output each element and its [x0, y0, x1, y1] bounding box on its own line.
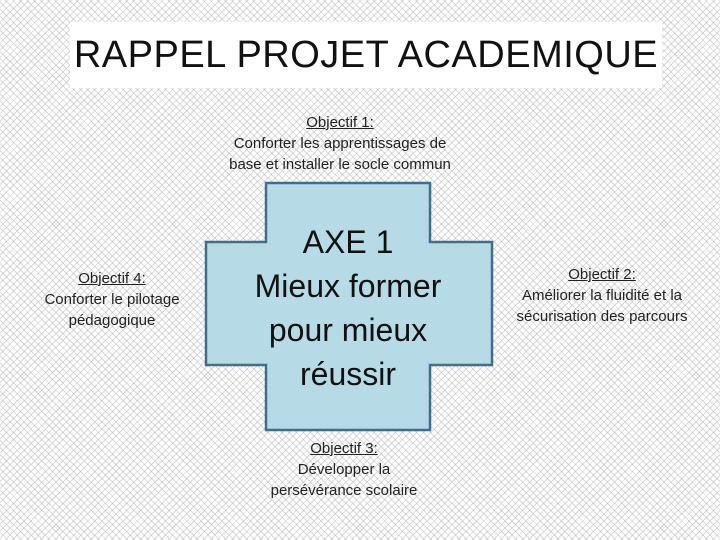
title-box: RAPPEL PROJET ACADEMIQUE	[70, 22, 662, 88]
axis-label: AXE 1 Mieux former pour mieux réussir	[218, 220, 478, 396]
objective-3: Objectif 3: Développer la persévérance s…	[240, 438, 448, 501]
objective-4-title: Objectif 4:	[78, 270, 146, 287]
objective-4: Objectif 4: Conforter le pilotage pédago…	[14, 268, 210, 331]
objective-2-line-2: sécurisation des parcours	[516, 308, 688, 325]
objective-1-line-2: base et installer le socle commun	[229, 156, 451, 173]
objective-4-line-1: Conforter le pilotage	[44, 291, 180, 308]
objective-1: Objectif 1: Conforter les apprentissages…	[190, 112, 490, 175]
objective-1-line-1: Conforter les apprentissages de	[233, 135, 447, 152]
objective-4-line-2: pédagogique	[68, 312, 156, 329]
objective-2: Objectif 2: Améliorer la fluidité et la …	[488, 264, 716, 327]
objective-1-title: Objectif 1:	[306, 114, 374, 131]
axis-line-3: pour mieux	[268, 312, 428, 348]
objective-2-title: Objectif 2:	[568, 266, 636, 283]
page-title: RAPPEL PROJET ACADEMIQUE	[73, 33, 659, 76]
cross-polygon	[204, 181, 494, 432]
objective-3-title: Objectif 3:	[310, 440, 378, 457]
axis-line-2: Mieux former	[254, 268, 442, 304]
axis-line-4: réussir	[299, 356, 396, 392]
axis-title: AXE 1	[302, 224, 394, 260]
objective-2-line-1: Améliorer la fluidité et la	[521, 287, 683, 304]
objective-3-line-1: Développer la	[297, 461, 391, 478]
objective-3-line-2: persévérance scolaire	[270, 482, 418, 499]
